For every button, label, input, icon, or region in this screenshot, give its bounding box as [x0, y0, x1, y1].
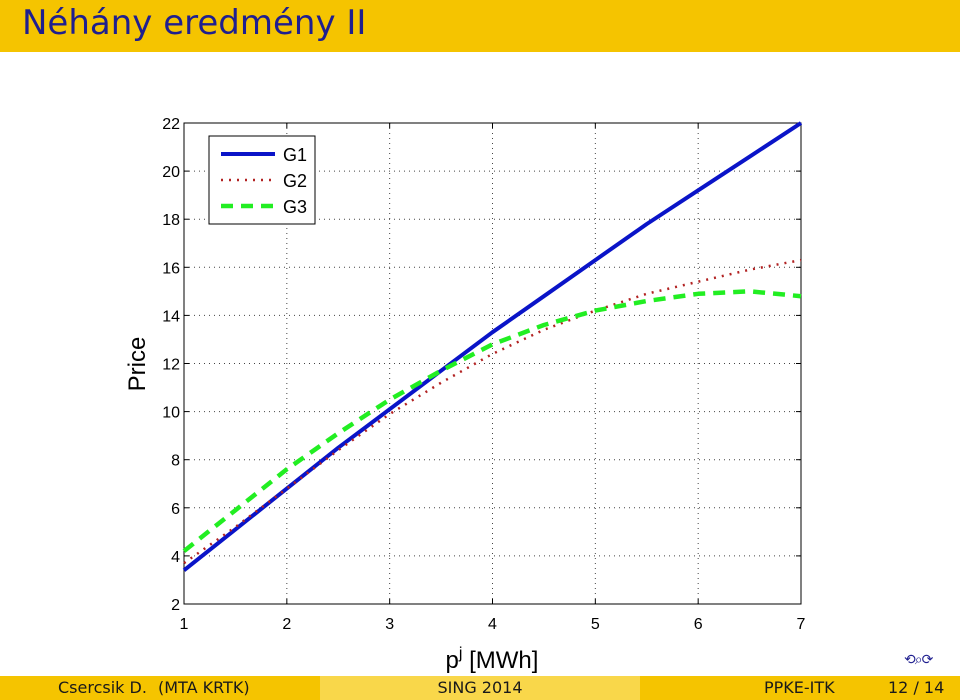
footer-institution: PPKE-ITK: [764, 678, 835, 697]
x-axis-label-superscript: j: [458, 645, 463, 662]
legend-label-g3: G3: [283, 197, 307, 217]
x-axis-label-base: p: [446, 647, 459, 674]
y-tick-label: 2: [171, 597, 180, 614]
x-axis-label-unit: [MWh]: [462, 647, 538, 674]
footer-left: Csercsik D. (MTA KRTK): [0, 676, 320, 700]
y-tick-label: 12: [162, 357, 180, 374]
x-tick-label: 3: [385, 616, 394, 633]
y-tick-label: 6: [171, 501, 180, 518]
y-tick-label: 16: [162, 260, 180, 277]
y-tick-label: 18: [162, 212, 180, 229]
legend-label-g1: G1: [283, 145, 307, 165]
x-tick-label: 5: [591, 616, 600, 633]
y-tick-label: 4: [171, 549, 180, 566]
x-axis-label: pj [MWh]: [446, 645, 539, 674]
y-tick-label: 8: [171, 453, 180, 470]
series-line-g3: [182, 289, 802, 553]
footer-bar: Csercsik D. (MTA KRTK) SING 2014 PPKE-IT…: [0, 676, 960, 700]
footer-author: Csercsik D.: [58, 678, 147, 697]
y-tick-label: 22: [162, 116, 180, 133]
series-line-g1: [182, 121, 803, 572]
x-tick-label: 1: [180, 616, 189, 633]
navigation-symbols-icon[interactable]: ⟲⌕⟳: [904, 652, 933, 668]
y-axis-label: Price: [124, 337, 151, 392]
footer-affiliation: (MTA KRTK): [158, 678, 250, 697]
y-tick-label: 20: [162, 164, 180, 181]
x-tick-label: 4: [488, 616, 497, 633]
x-tick-label: 7: [797, 616, 806, 633]
footer-right: PPKE-ITK 12 / 14: [640, 676, 960, 700]
x-tick-label: 6: [694, 616, 703, 633]
slide-title: Néhány eredmény II: [22, 3, 367, 43]
legend-label-g2: G2: [283, 171, 307, 191]
y-tick-label: 14: [162, 308, 180, 325]
x-tick-label: 2: [282, 616, 291, 633]
footer-page: 12 / 14: [888, 678, 945, 697]
series-line-g2: [183, 258, 802, 565]
y-tick-label: 10: [162, 405, 180, 422]
title-bar: Néhány eredmény II: [0, 0, 960, 52]
footer-event: SING 2014: [320, 676, 640, 700]
